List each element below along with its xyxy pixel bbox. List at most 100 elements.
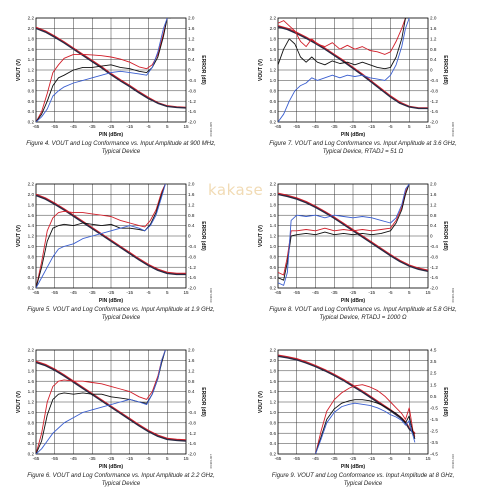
caption-line: Typical Device, RTADJ = 1000 Ω	[319, 315, 407, 321]
x-tick-label: -35	[89, 124, 96, 129]
series-line-error-2	[36, 350, 166, 454]
y2-tick-label: 1.5	[430, 382, 437, 387]
chart-figure-4: -65 -55 -45 -35 -25 -15 -5 5 15 0.2 0.4 0.6 0.8 1.0 1.…	[6, 4, 236, 164]
x-tick-label: 5	[408, 124, 411, 129]
y2-tick-label: -1.6	[430, 109, 438, 114]
series-line-vout-1	[36, 194, 186, 276]
y-tick-label: 1.0	[28, 244, 35, 249]
y-tick-label: 2.0	[28, 358, 35, 363]
grid	[277, 17, 429, 123]
series-line-vout-0	[36, 360, 186, 441]
y-axis-label: VOUT (V)	[16, 225, 22, 247]
y-tick-label: 2.0	[270, 26, 277, 31]
y2-tick-label: 0.8	[430, 213, 437, 218]
y-axis-label: VOUT (V)	[258, 59, 264, 81]
x-axis-label: PIN (dBm)	[341, 298, 366, 304]
series-line-error-2	[36, 18, 171, 122]
y2-tick-label: 1.6	[430, 192, 437, 197]
y-tick-label: 1.8	[28, 36, 35, 41]
y2-axis-label: ERROR (dB)	[200, 387, 206, 417]
y-tick-label: 1.8	[270, 36, 277, 41]
series-line-error-4	[278, 184, 410, 286]
x-tick-label: -65	[275, 456, 282, 461]
series-line-error-2	[278, 18, 410, 55]
y-tick-label: 0.6	[270, 431, 277, 436]
series-line-error-3	[36, 18, 171, 122]
x-tick-label: -55	[51, 456, 58, 461]
y2-tick-label: 0.4	[188, 57, 195, 62]
series-line-error-2	[315, 384, 416, 454]
y-axis-label: VOUT (V)	[258, 391, 264, 413]
y2-axis-label: ERROR (dB)	[442, 387, 448, 417]
y-tick-label: 1.6	[270, 47, 277, 52]
series-line-error-2	[278, 184, 410, 276]
y-tick-label: 1.4	[28, 389, 35, 394]
y2-tick-label: -1.6	[188, 275, 196, 280]
y-tick-label: 1.6	[28, 47, 35, 52]
x-tick-label: -25	[108, 290, 115, 295]
y2-tick-label: 0	[430, 68, 433, 73]
x-tick-label: 5	[166, 290, 169, 295]
y2-tick-label: 0.4	[188, 389, 195, 394]
plot-frame	[277, 183, 429, 289]
y-tick-label: 1.8	[270, 368, 277, 373]
y2-tick-label: -0.5	[430, 405, 438, 410]
y2-tick-label: -1.5	[430, 417, 438, 422]
chart-plot: -65 -55 -45 -35 -25 -15 -5 5 150.20.40.60.81.01.…	[258, 16, 455, 138]
y2-tick-label: -2.5	[430, 428, 438, 433]
y-tick-label: 0.8	[28, 88, 35, 93]
x-tick-label: -15	[126, 456, 133, 461]
chart-figure-9: -65 -55 -45 -35 -25 -15 -5 5 15 0.2 0.4 0.6 0.8 1.0 1.…	[248, 336, 478, 496]
y-tick-label: 1.0	[28, 78, 35, 83]
x-tick-label: -5	[146, 290, 151, 295]
x-tick-label: -25	[108, 124, 115, 129]
y2-tick-label: 1.6	[188, 192, 195, 197]
y-tick-label: 0.6	[28, 431, 35, 436]
x-tick-label: -15	[126, 124, 133, 129]
chart-caption: Figure 4. VOUT and Log Conformance vs. I…	[6, 140, 236, 156]
x-tick-label: -65	[33, 456, 40, 461]
y2-tick-label: -0.8	[188, 420, 196, 425]
chart-plot: -65 -55 -45 -35 -25 -15 -5 5 150.20.40.60.81.01.…	[258, 348, 455, 470]
y-tick-label: 0.2	[270, 120, 277, 125]
x-axis-label: PIN (dBm)	[341, 132, 366, 138]
caption-line: Figure 8. VOUT and Log Conformance vs. I…	[269, 307, 457, 313]
y-tick-label: 0.6	[28, 265, 35, 270]
chart-figure-7: -65 -55 -45 -35 -25 -15 -5 5 15 0.2 0.4 0.6 0.8 1.0 1.…	[248, 4, 478, 164]
x-tick-label: 15	[183, 290, 189, 295]
series-line-vout-0	[36, 193, 186, 275]
x-tick-label: -45	[312, 456, 319, 461]
y-tick-label: 0.2	[28, 286, 35, 291]
caption-line: Typical Device, RTADJ = 51 Ω	[322, 149, 404, 155]
chart-figure-8: -65 -55 -45 -35 -25 -15 -5 5 15 0.2 0.4 0.6 0.8 1.0 1.…	[248, 170, 478, 330]
x-tick-label: -65	[275, 290, 282, 295]
series-line-error-3	[278, 18, 410, 70]
y-tick-label: 1.2	[270, 400, 277, 405]
x-tick-label: -45	[70, 456, 77, 461]
chart-caption: Figure 6. VOUT and Log Conformance vs. I…	[6, 472, 236, 488]
series-line-error-3	[36, 184, 166, 288]
chart-caption: Figure 5. VOUT and Log Conformance vs. I…	[6, 306, 236, 322]
y-tick-label: 1.6	[28, 379, 35, 384]
chart-plot: -65 -55 -45 -35 -25 -15 -5 5 150.20.40.60.81.01.…	[16, 16, 213, 138]
x-axis-label: PIN (dBm)	[99, 464, 124, 470]
x-tick-label: -55	[51, 290, 58, 295]
x-axis-label: PIN (dBm)	[341, 464, 366, 470]
y-tick-label: 1.6	[270, 379, 277, 384]
y2-tick-label: 0.8	[188, 213, 195, 218]
y2-tick-label: 1.6	[188, 358, 195, 363]
y2-tick-label: -0.4	[430, 244, 438, 249]
caption-line: Typical Device	[343, 481, 383, 487]
y2-tick-label: -2.0	[430, 286, 438, 291]
y-tick-label: 2.2	[28, 16, 35, 21]
y2-tick-label: -4.5	[430, 452, 438, 457]
y2-tick-label: 1.2	[188, 202, 195, 207]
y-tick-label: 0.2	[270, 452, 277, 457]
y-tick-label: 0.6	[270, 99, 277, 104]
chart-caption: Figure 7. VOUT and Log Conformance vs. I…	[248, 140, 478, 156]
x-tick-label: -5	[388, 124, 393, 129]
plot-frame	[35, 183, 187, 289]
x-tick-label: -45	[70, 290, 77, 295]
y2-tick-label: -0.8	[188, 254, 196, 259]
caption-line: Figure 7. VOUT and Log Conformance vs. I…	[269, 141, 457, 147]
